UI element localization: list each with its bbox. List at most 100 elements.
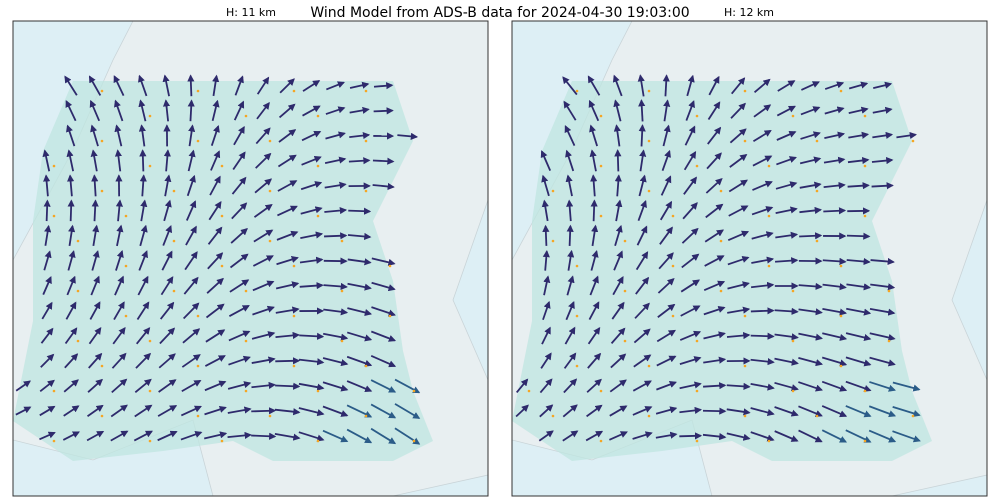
wind-arrow [112, 326, 126, 345]
observation [340, 339, 344, 343]
observation [815, 139, 819, 143]
wind-arrow [371, 281, 396, 292]
observation [316, 214, 320, 218]
wind-arrow [847, 182, 870, 190]
wind-arrow [800, 106, 821, 116]
wind-arrow [275, 306, 300, 314]
wind-arrow [256, 76, 270, 95]
wind-arrow [726, 382, 751, 390]
wind-arrow [753, 104, 772, 118]
wind-arrow [206, 277, 224, 294]
wind-arrow [43, 174, 51, 197]
wind-arrow [397, 132, 419, 140]
observation [148, 439, 152, 443]
wind-arrow [346, 331, 373, 342]
wind-arrow [751, 231, 774, 240]
wind-arrow [114, 124, 123, 147]
wind-arrow [323, 282, 348, 291]
wind-arrow [538, 430, 554, 442]
wind-arrow [776, 105, 796, 117]
observation [292, 264, 296, 268]
wind-arrow [44, 224, 52, 246]
wind-arrow [727, 230, 750, 242]
observation [196, 139, 200, 143]
wind-arrow [159, 327, 176, 345]
observation [316, 389, 320, 393]
wind-arrow [180, 405, 202, 417]
wind-arrow [892, 430, 921, 443]
wind-arrow [636, 225, 648, 246]
wind-arrow [869, 381, 896, 392]
wind-arrow [180, 430, 203, 441]
observation [172, 189, 176, 193]
observation [292, 314, 296, 318]
wind-arrow [88, 352, 103, 369]
wind-arrow [210, 150, 221, 171]
wind-arrow [370, 403, 397, 419]
observation [815, 239, 819, 243]
observation [364, 89, 368, 93]
observation [743, 89, 747, 93]
wind-arrow [88, 327, 102, 345]
wind-arrow [207, 252, 224, 270]
wind-arrow [868, 429, 897, 443]
wind-arrow [679, 432, 703, 440]
wind-arrow [822, 283, 847, 291]
wind-arrow [251, 356, 276, 364]
panel-frame [12, 20, 489, 497]
wind-arrow [87, 378, 103, 393]
figure-title: Wind Model from ADS-B data for 2024-04-3… [310, 5, 689, 21]
wind-arrow [679, 356, 702, 366]
wind-arrow [136, 301, 150, 320]
wind-arrow [348, 157, 371, 165]
wind-arrow [539, 378, 553, 394]
wind-arrow [255, 127, 271, 145]
wind-arrow [541, 199, 549, 222]
wind-arrow [370, 354, 397, 368]
wind-arrow [655, 431, 678, 439]
wind-arrow [300, 181, 323, 191]
wind-arrow [115, 199, 124, 222]
wind-arrow [679, 381, 702, 390]
wind-arrow [114, 275, 124, 296]
wind-arrow [610, 327, 626, 344]
wind-arrow [15, 380, 31, 392]
wind-arrow [799, 181, 822, 189]
wind-arrow [543, 275, 551, 296]
wind-arrow [64, 353, 79, 369]
observation [100, 89, 104, 93]
wind-arrow [63, 379, 79, 393]
wind-arrow [301, 156, 322, 166]
wind-arrow [752, 155, 773, 167]
observation [551, 414, 555, 418]
observation [220, 439, 224, 443]
observation [527, 389, 531, 393]
wind-arrow [635, 251, 649, 271]
wind-arrow [822, 257, 847, 265]
wind-arrow [346, 380, 373, 393]
wind-arrow [563, 100, 577, 121]
wind-arrow [277, 205, 298, 217]
wind-arrow [324, 232, 348, 240]
observation [575, 364, 579, 368]
wind-arrow [157, 405, 178, 417]
panel-frame [511, 20, 988, 497]
wind-arrow [204, 355, 226, 367]
wind-arrow [655, 406, 678, 415]
wind-arrow [822, 332, 848, 341]
wind-arrow [39, 379, 55, 393]
wind-arrow [637, 74, 645, 97]
wind-arrow [116, 224, 124, 247]
wind-arrow [302, 80, 321, 92]
wind-arrow [542, 249, 550, 271]
wind-arrow [114, 149, 123, 172]
wind-arrow [776, 156, 797, 166]
wind-arrow [139, 149, 147, 172]
observation [863, 439, 867, 443]
wind-arrow [251, 381, 276, 389]
wind-arrow [39, 431, 56, 441]
wind-arrow [870, 257, 895, 266]
wind-arrow [68, 224, 76, 246]
wind-arrow [163, 149, 171, 172]
wind-arrow [227, 381, 252, 390]
